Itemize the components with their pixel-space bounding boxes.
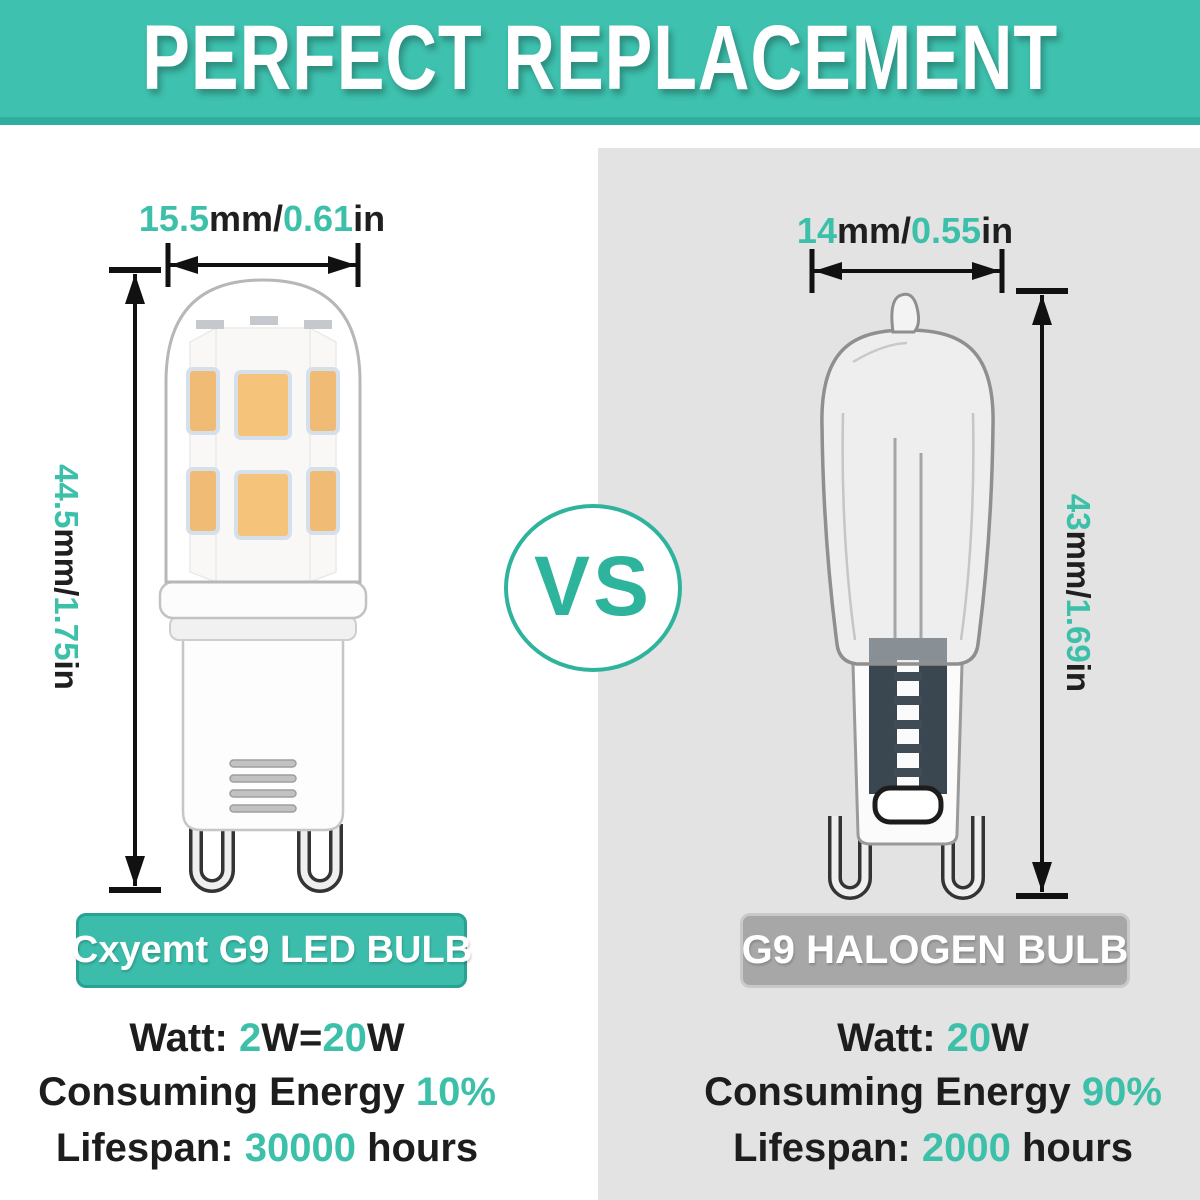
led-spec-energy: Consuming Energy 10%	[38, 1070, 496, 1114]
halogen-bulb-illustration	[820, 292, 995, 900]
led-chips	[186, 367, 340, 540]
halogen-width-dimension-arrow	[809, 249, 1005, 293]
led-spec-lifespan: Lifespan: 30000 hours	[55, 1126, 479, 1170]
halogen-spec-energy: Consuming Energy 90%	[704, 1070, 1162, 1114]
halogen-spec-lifespan: Lifespan: 2000 hours	[732, 1126, 1134, 1170]
led-height-dimension-label: 44.5 mm/1.75 in	[48, 464, 85, 690]
vs-badge: VS	[504, 504, 682, 672]
page-title: PERFECT REPLACEMENT	[142, 7, 1058, 109]
halogen-spec-watt: Watt: 20W	[837, 1016, 1029, 1060]
led-spec-watt: Watt: 2W=20W	[129, 1016, 405, 1060]
halogen-name-banner: G9 HALOGEN BULB	[740, 913, 1130, 988]
led-width-dimension-arrow	[165, 243, 361, 287]
led-name-banner: Cxyemt G9 LED BULB	[71, 913, 472, 988]
led-height-dimension-arrow	[109, 267, 161, 893]
led-bulb-illustration	[158, 278, 368, 893]
header-banner: PERFECT REPLACEMENT	[0, 0, 1200, 125]
halogen-height-dimension-label: 43 mm/1.69 in	[1060, 493, 1097, 693]
halogen-height-dimension-arrow	[1016, 288, 1068, 899]
halogen-width-dimension-label: 14mm/0.55in	[796, 210, 1014, 251]
led-width-dimension-label: 15.5mm/0.61in	[138, 198, 386, 239]
